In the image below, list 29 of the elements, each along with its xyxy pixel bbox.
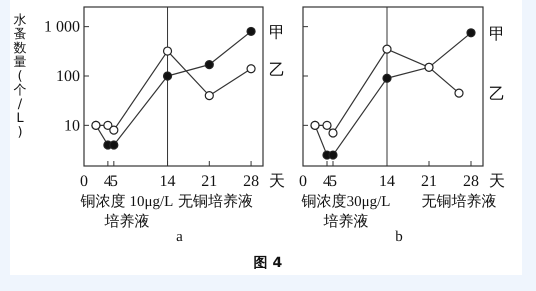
x-tick-label: 21 [421,173,437,190]
text: 无铜培养液 [422,193,496,210]
x-tick-label: 21 [201,173,218,190]
x-tick-label: 28 [243,173,260,190]
y-tick-label: 1 000 [44,18,80,36]
x-tick-label: 0 [80,173,88,190]
y-tick-label: 10 [64,117,80,134]
x-tick-label: 4 [323,173,331,190]
x-tick-label: 5 [329,173,337,190]
x-tick-label: 28 [463,173,479,190]
series-label: 乙 [269,60,285,79]
x-axis-title: 天 [489,173,505,190]
x-tick-label: 14 [160,173,176,190]
caption: 图 4 [254,255,283,271]
series-label: 乙 [489,84,505,104]
text: 水蚤数量(个/L) [14,13,26,140]
y-tick-label: 100 [56,68,80,85]
text: b [395,229,403,245]
x-tick-label: 14 [379,173,395,190]
text: a [176,229,184,245]
x-tick-label: 0 [299,173,307,190]
text: 铜浓度 10μg/L 培养液 [80,193,174,230]
text: 无铜培养液 [178,193,253,210]
series-label: 甲 [269,22,285,42]
text: 铜浓度30μg/L 培养液 [300,193,390,230]
series-label: 甲 [489,24,505,43]
x-axis-title: 天 [269,173,285,190]
x-tick-label: 5 [110,173,118,190]
x-tick-label: 4 [104,173,112,190]
